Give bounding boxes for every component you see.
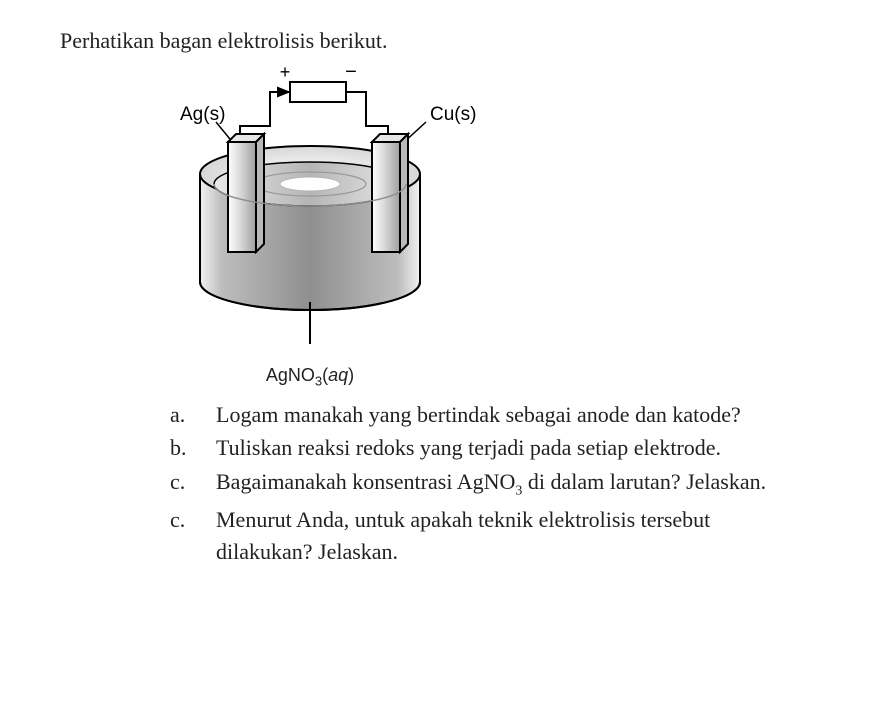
- question-marker: b.: [170, 432, 216, 464]
- right-electrode-label: Cu(s): [430, 104, 476, 125]
- plus-label: +: [280, 64, 291, 82]
- question-text: Tuliskan reaksi redoks yang terjadi pada…: [216, 432, 810, 464]
- minus-label: −: [345, 64, 357, 83]
- diagram-svg: + − Ag(s) Cu(s): [120, 64, 500, 354]
- left-electrode: [228, 134, 264, 252]
- electrolysis-diagram: + − Ag(s) Cu(s): [120, 64, 500, 389]
- page-title: Perhatikan bagan elektrolisis berikut.: [60, 28, 817, 54]
- solution-label: AgNO3(aq): [120, 365, 500, 389]
- left-electrode-label: Ag(s): [180, 104, 225, 125]
- right-electrode: [372, 134, 408, 252]
- question-text: Menurut Anda, untuk apakah teknik elektr…: [216, 504, 810, 568]
- question-item: a. Logam manakah yang bertindak sebagai …: [170, 399, 810, 431]
- question-marker: a.: [170, 399, 216, 431]
- question-item: c. Menurut Anda, untuk apakah teknik ele…: [170, 504, 810, 568]
- question-item: b. Tuliskan reaksi redoks yang terjadi p…: [170, 432, 810, 464]
- question-item: c. Bagaimanakah konsentrasi AgNO3 di dal…: [170, 466, 810, 502]
- question-marker: c.: [170, 466, 216, 502]
- question-text: Bagaimanakah konsentrasi AgNO3 di dalam …: [216, 466, 810, 502]
- question-list: a. Logam manakah yang bertindak sebagai …: [170, 399, 810, 568]
- power-source: + −: [280, 64, 357, 102]
- question-marker: c.: [170, 504, 216, 568]
- question-text: Logam manakah yang bertindak sebagai ano…: [216, 399, 810, 431]
